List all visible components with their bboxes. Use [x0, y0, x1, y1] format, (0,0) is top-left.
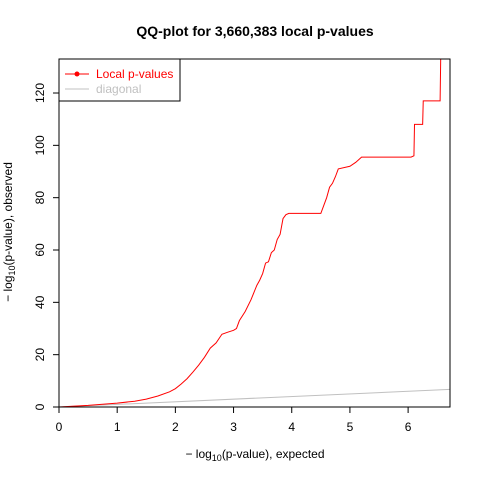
x-axis-label-suffix: (p-value), expected [222, 447, 325, 461]
legend-label-diagonal: diagonal [96, 82, 141, 96]
x-axis: 0 1 2 3 4 5 6 [56, 407, 412, 434]
x-tick-label: 2 [172, 420, 179, 434]
plot-area [58, 58, 451, 408]
y-tick-label: 80 [33, 191, 47, 205]
x-tick-label: 3 [230, 420, 237, 434]
y-axis-label: − log10(p-value), observed [1, 162, 17, 302]
x-tick-label: 0 [56, 420, 63, 434]
y-tick-label: 40 [33, 295, 47, 309]
legend-label-local-p-values: Local p-values [96, 67, 173, 81]
series-line-local-p-values [58, 58, 444, 408]
y-axis-label-subscript: 10 [7, 266, 17, 276]
legend-marker-local-p-values [74, 71, 80, 77]
y-tick-label: 20 [33, 348, 47, 362]
plot-frame [58, 58, 451, 408]
y-tick-label: 100 [33, 135, 47, 155]
x-axis-label-prefix: − log [185, 447, 211, 461]
y-tick-label: 0 [33, 403, 47, 410]
y-tick-label: 60 [33, 243, 47, 257]
y-tick-label: 120 [33, 83, 47, 103]
x-tick-label: 6 [405, 420, 412, 434]
x-tick-label: 5 [347, 420, 354, 434]
x-axis-label: − log10(p-value), expected [185, 447, 324, 463]
y-axis: 0 20 40 60 80 100 120 [33, 83, 59, 410]
legend-box [58, 58, 181, 102]
x-tick-label: 1 [114, 420, 121, 434]
chart-title: QQ-plot for 3,660,383 local p-values [136, 23, 374, 39]
x-axis-label-subscript: 10 [212, 453, 222, 463]
y-axis-label-suffix: (p-value), observed [1, 162, 15, 265]
y-axis-label-prefix: − log [1, 276, 15, 302]
series-line-diagonal [58, 388, 451, 408]
x-tick-label: 4 [288, 420, 295, 434]
